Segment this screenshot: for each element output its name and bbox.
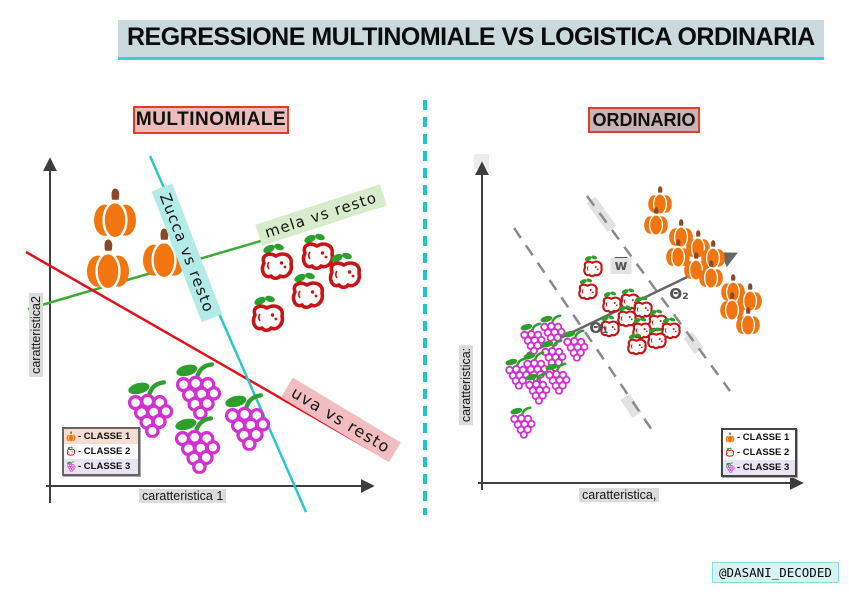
right-legend: - CLASSE 1 - CLASSE 2 - CLASSE 3 [721, 428, 797, 477]
right-panel-geometry [474, 154, 804, 490]
legend-label: - CLASSE 2 [737, 447, 790, 458]
pumpkin-icon [92, 187, 138, 240]
grape-icon [224, 394, 268, 450]
grape-icon [561, 328, 589, 362]
legend-row-classe2: - CLASSE 2 [64, 444, 138, 459]
legend-row-classe3: - CLASSE 3 [64, 459, 138, 474]
left-x-axis-label: caratteristica 1 [139, 489, 227, 503]
apple-icon [301, 231, 335, 271]
apple-icon [291, 270, 325, 310]
apple-icon [632, 294, 653, 319]
right-x-axis-label: caratteristica, [579, 488, 660, 502]
watermark-credit: @DASANI_DECODED [712, 562, 839, 583]
theta1-label: Θ₁ [589, 319, 609, 337]
pumpkin-icon [85, 238, 131, 291]
apple-icon [66, 446, 76, 457]
legend-row-classe3: - CLASSE 3 [723, 460, 795, 475]
apple-icon [260, 241, 294, 281]
left-y-axis-label: caratteristica2 [29, 293, 43, 377]
apple-icon [577, 276, 598, 301]
apple-icon [582, 253, 603, 278]
right-y-axis-label: caratteristica: [459, 344, 473, 426]
legend-label: - CLASSE 1 [78, 431, 131, 442]
pumpkin-icon [647, 185, 673, 215]
grape-icon [523, 371, 551, 405]
pumpkin-icon [66, 431, 76, 442]
pumpkin-icon [725, 432, 735, 443]
legend-row-classe1: - CLASSE 1 [723, 430, 795, 445]
theta2-label: Θ₂ [669, 285, 689, 303]
grape-icon [175, 363, 219, 419]
grape-icon [725, 462, 735, 473]
legend-row-classe2: - CLASSE 2 [723, 445, 795, 460]
legend-label: - CLASSE 3 [78, 461, 131, 472]
left-panel-header: MULTINOMIALE [133, 106, 289, 134]
page-title: REGRESSIONE MULTINOMIALE VS LOGISTICA OR… [118, 20, 824, 60]
legend-label: - CLASSE 2 [78, 446, 131, 457]
apple-icon [251, 293, 285, 333]
grape-icon [174, 417, 218, 473]
dash-highlight [620, 393, 642, 419]
legend-label: - CLASSE 1 [737, 432, 790, 443]
left-legend: - CLASSE 1 - CLASSE 2 - CLASSE 3 [62, 427, 140, 476]
legend-row-classe1: - CLASSE 1 [64, 429, 138, 444]
legend-label: - CLASSE 3 [737, 462, 790, 473]
apple-icon [601, 289, 622, 314]
w-vector-label: w [610, 258, 632, 274]
right-panel-header: ORDINARIO [588, 107, 700, 133]
apple-icon [328, 250, 362, 290]
apple-icon [725, 447, 735, 458]
grape-icon [508, 405, 536, 439]
grape-icon [66, 461, 76, 472]
